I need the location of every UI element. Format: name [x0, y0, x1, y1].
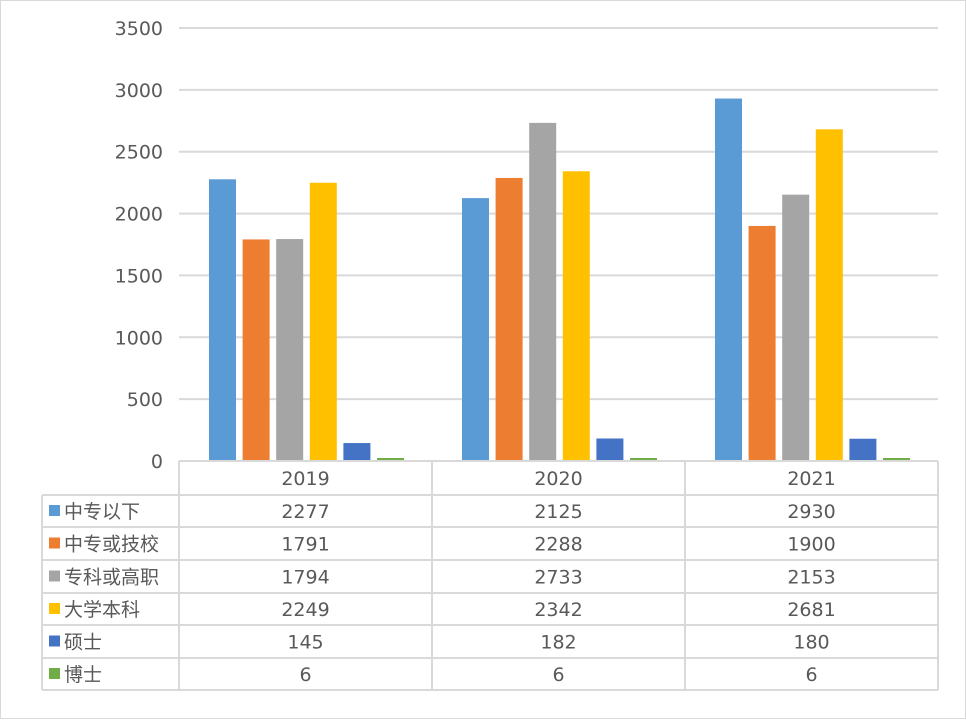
- table-cell-value: 2733: [534, 567, 582, 589]
- table-cell-value: 6: [805, 664, 817, 686]
- category-label: 2019: [281, 468, 329, 490]
- bar-专科或高职-2020: [529, 122, 557, 461]
- table-cell-value: 180: [793, 632, 829, 654]
- table-cell-value: 2153: [787, 567, 835, 589]
- table-cell-value: 1900: [787, 534, 835, 556]
- bar-中专以下-2020: [462, 198, 489, 461]
- bar-中专以下-2019: [209, 179, 236, 462]
- legend-label: 博士: [64, 664, 102, 686]
- bar-专科或高职-2021: [782, 194, 810, 462]
- y-tick-label: 2000: [115, 204, 163, 226]
- table-cell-value: 2249: [281, 599, 329, 621]
- bar-专科或高职-2019: [276, 239, 304, 461]
- y-tick-label: 1000: [115, 327, 163, 349]
- legend-key-中专以下: [49, 505, 60, 516]
- category-label: 2021: [787, 468, 835, 490]
- bar-大学本科-2021: [815, 129, 843, 461]
- table-cell-value: 1791: [281, 534, 329, 556]
- bar-中专或技校-2021: [748, 225, 776, 461]
- bar-硕士-2020: [596, 438, 624, 461]
- table-cell-value: 2342: [534, 599, 582, 621]
- table-cell-value: 6: [299, 664, 311, 686]
- bar-大学本科-2019: [309, 182, 337, 461]
- y-tick-label: 1500: [115, 265, 163, 287]
- category-label: 2020: [534, 468, 582, 490]
- legend-key-大学本科: [49, 603, 60, 614]
- bar-博士-2020: [630, 458, 657, 461]
- table-cell-value: 2125: [534, 501, 582, 523]
- legend-label: 大学本科: [64, 599, 140, 621]
- legend-label: 中专以下: [64, 501, 140, 523]
- legend-label: 中专或技校: [64, 534, 159, 556]
- bar-中专或技校-2019: [242, 239, 270, 461]
- y-tick-label: 3500: [115, 18, 163, 40]
- legend-key-专科或高职: [49, 570, 60, 582]
- legend-label: 专科或高职: [64, 567, 159, 589]
- bar-硕士-2021: [849, 438, 877, 461]
- table-cell-value: 6: [552, 664, 564, 686]
- bar-博士-2021: [883, 458, 910, 461]
- table-cell-value: 2288: [534, 534, 582, 556]
- legend-key-硕士: [49, 635, 60, 647]
- y-tick-label: 2500: [115, 142, 163, 164]
- legend-key-博士: [49, 668, 60, 679]
- y-tick-label: 3000: [115, 80, 163, 102]
- bar-大学本科-2020: [562, 171, 590, 461]
- bar-博士-2019: [377, 458, 404, 461]
- table-cell-value: 2930: [787, 501, 835, 523]
- table-cell-value: 2277: [281, 501, 329, 523]
- table-cell-value: 145: [287, 632, 323, 654]
- bar-中专或技校-2020: [495, 177, 523, 461]
- y-tick-label: 500: [127, 389, 163, 411]
- table-cell-value: 182: [540, 632, 576, 654]
- y-tick-label: 0: [151, 451, 163, 473]
- legend-label: 硕士: [64, 632, 102, 654]
- table-cell-value: 1794: [281, 567, 329, 589]
- legend-key-中专或技校: [49, 537, 60, 549]
- bar-硕士-2019: [343, 443, 371, 461]
- bar-中专以下-2021: [715, 98, 742, 461]
- table-cell-value: 2681: [787, 599, 835, 621]
